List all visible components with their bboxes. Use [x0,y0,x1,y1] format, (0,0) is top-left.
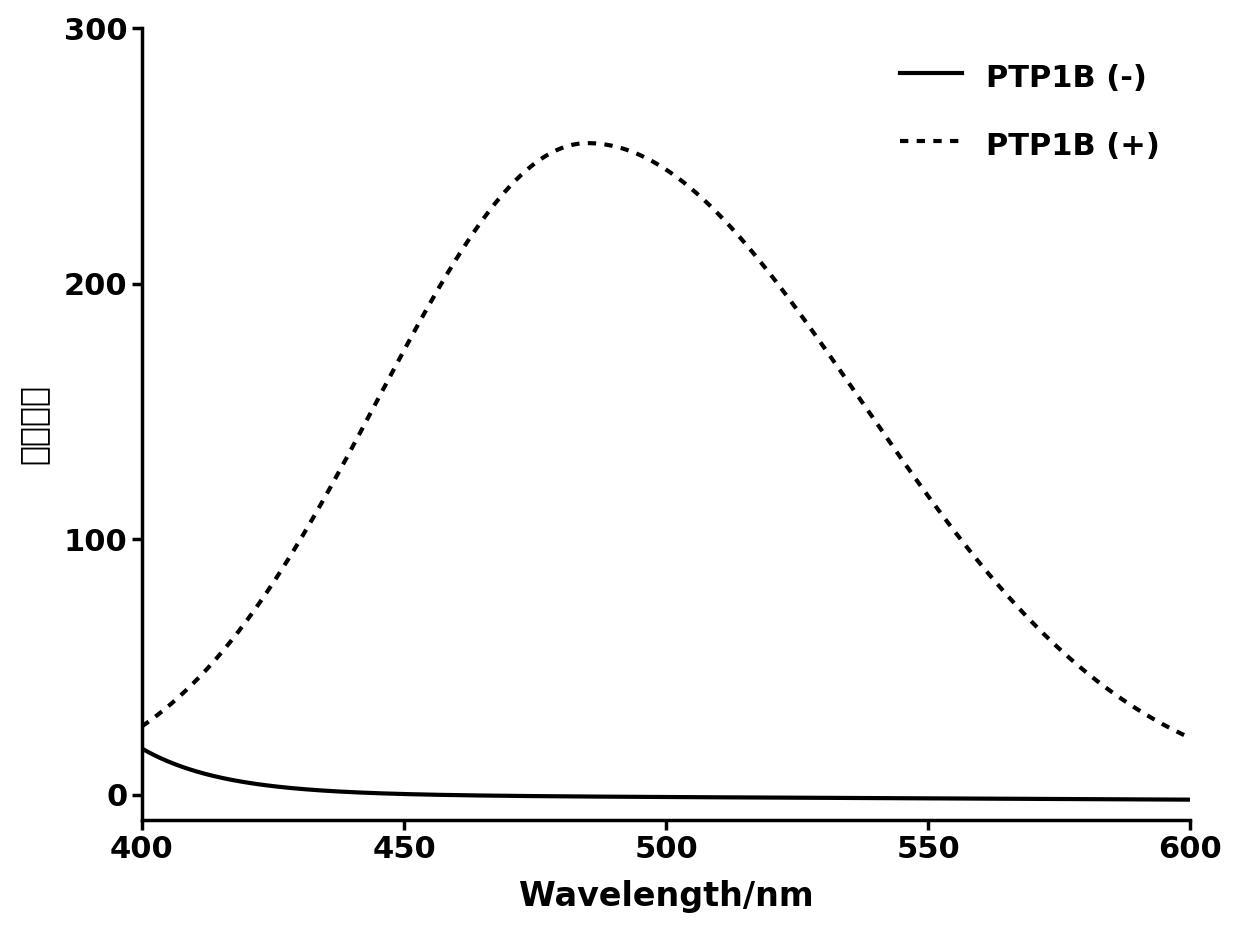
PTP1B (+) [953,534,968,545]
PTP1B (-) [855,792,870,804]
X-axis label: Wavelength/nm: Wavelength/nm [519,881,814,913]
PTP1B (+) [581,138,596,149]
PTP1B (+) [242,612,256,623]
PTP1B (-) [1183,794,1198,805]
PTP1B (-) [952,793,966,804]
PTP1B (+) [597,139,612,150]
PTP1B (-) [135,743,150,754]
PTP1B (-) [971,793,986,804]
PTP1B (+) [973,557,987,568]
Line: PTP1B (-): PTP1B (-) [142,749,1191,800]
PTP1B (-) [242,777,256,789]
PTP1B (-) [559,790,574,802]
PTP1B (+) [1183,733,1198,744]
Legend: PTP1B (-), PTP1B (+): PTP1B (-), PTP1B (+) [885,44,1175,179]
PTP1B (-) [596,791,611,803]
PTP1B (+) [135,721,150,732]
PTP1B (+) [856,398,871,409]
Line: PTP1B (+): PTP1B (+) [142,143,1191,738]
Y-axis label: 荧光强度: 荧光强度 [16,384,50,464]
PTP1B (+) [559,141,574,153]
